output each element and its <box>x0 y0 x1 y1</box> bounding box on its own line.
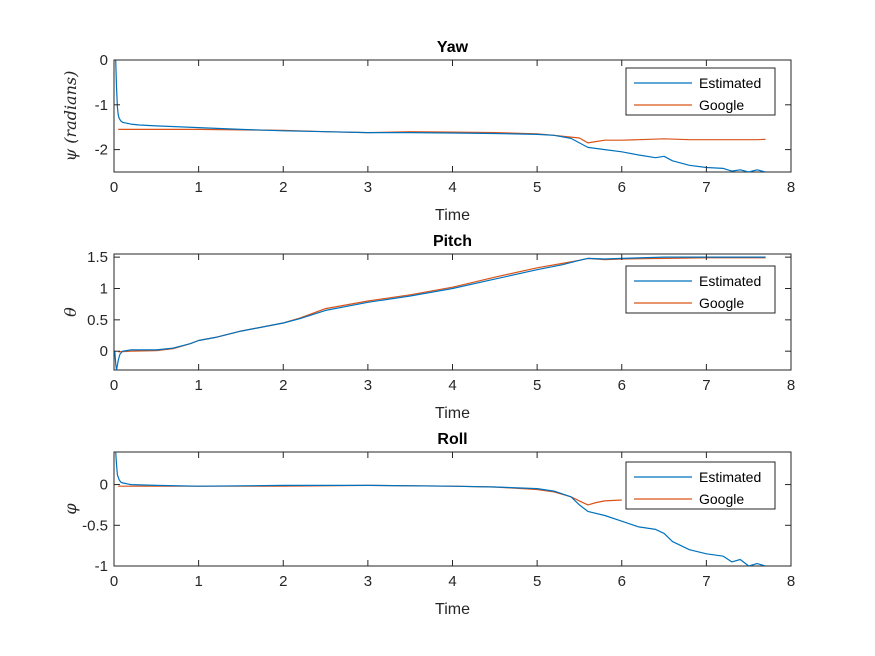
legend-label-estimated: Estimated <box>699 469 761 485</box>
chart-title: Yaw <box>437 39 469 56</box>
y-tick-label: 0 <box>100 343 108 360</box>
legend: Estimated Google <box>625 67 776 116</box>
x-tick-label: 0 <box>110 573 118 590</box>
x-tick-label: 8 <box>787 377 795 394</box>
y-tick-label: 0 <box>100 52 108 69</box>
chart-panel-pitch: 0 1 2 3 4 5 6 7 8 1.5 1 0.5 0 Pitch Time θ Estimated Goog… <box>61 233 795 422</box>
x-tick-label: 7 <box>702 573 710 590</box>
chart-title: Pitch <box>433 233 472 250</box>
y-tick-label: 0.5 <box>87 312 108 329</box>
y-axis-label: θ <box>61 307 80 317</box>
legend-label-estimated: Estimated <box>699 273 761 289</box>
y-axis-label: ψ (radians) <box>61 71 80 162</box>
y-tick-label: 0 <box>100 477 108 494</box>
x-tick-label: 1 <box>194 179 202 196</box>
x-tick-label: 3 <box>364 179 372 196</box>
legend-label-google: Google <box>699 97 744 113</box>
x-tick-label: 7 <box>702 179 710 196</box>
y-tick-label: -0.5 <box>82 517 108 534</box>
legend: Estimated Google <box>625 461 776 510</box>
series-line-estimated <box>114 256 766 370</box>
x-tick-label: 5 <box>533 573 541 590</box>
x-tick-label: 2 <box>279 377 287 394</box>
y-tick-label: 1 <box>100 280 108 297</box>
x-tick-label: 8 <box>787 179 795 196</box>
legend-box <box>625 67 776 116</box>
x-tick-label: 5 <box>533 179 541 196</box>
legend-label-google: Google <box>699 491 744 507</box>
legend-label-google: Google <box>699 295 744 311</box>
x-tick-label: 3 <box>364 573 372 590</box>
x-tick-label: 8 <box>787 573 795 590</box>
x-tick-label: 2 <box>279 573 287 590</box>
x-tick-label: 4 <box>448 573 456 590</box>
y-tick-label: 1.5 <box>87 249 108 266</box>
x-tick-label: 6 <box>618 377 626 394</box>
legend: Estimated Google <box>625 265 776 314</box>
chart-title: Roll <box>437 431 467 448</box>
x-tick-label: 6 <box>618 179 626 196</box>
y-axis-label: φ <box>61 503 80 515</box>
legend-box <box>625 265 776 314</box>
x-tick-label: 6 <box>618 573 626 590</box>
legend-box <box>625 461 776 510</box>
x-tick-label: 0 <box>110 179 118 196</box>
legend-label-estimated: Estimated <box>699 75 761 91</box>
x-tick-label: 5 <box>533 377 541 394</box>
x-tick-label: 0 <box>110 377 118 394</box>
x-tick-label: 1 <box>194 377 202 394</box>
x-tick-label: 4 <box>448 179 456 196</box>
x-tick-label: 2 <box>279 179 287 196</box>
x-tick-label: 7 <box>702 377 710 394</box>
series-line-estimated <box>115 60 766 172</box>
chart-panel-yaw: 0 1 2 3 4 5 6 7 8 0 -1 -2 Yaw Time ψ (radians) Estimate… <box>61 39 795 224</box>
y-tick-label: -1 <box>95 558 108 575</box>
x-tick-label: 3 <box>364 377 372 394</box>
x-axis-label: Time <box>435 601 470 618</box>
x-tick-label: 4 <box>448 377 456 394</box>
x-tick-label: 1 <box>194 573 202 590</box>
x-axis-label: Time <box>435 207 470 224</box>
y-tick-label: -2 <box>95 142 108 159</box>
y-tick-label: -1 <box>95 97 108 114</box>
x-axis-label: Time <box>435 405 470 422</box>
series-line-estimated <box>115 452 766 566</box>
chart-panel-roll: 0 1 2 3 4 5 6 7 8 0 -0.5 -1 Roll Time φ Estimated Google <box>61 431 795 618</box>
